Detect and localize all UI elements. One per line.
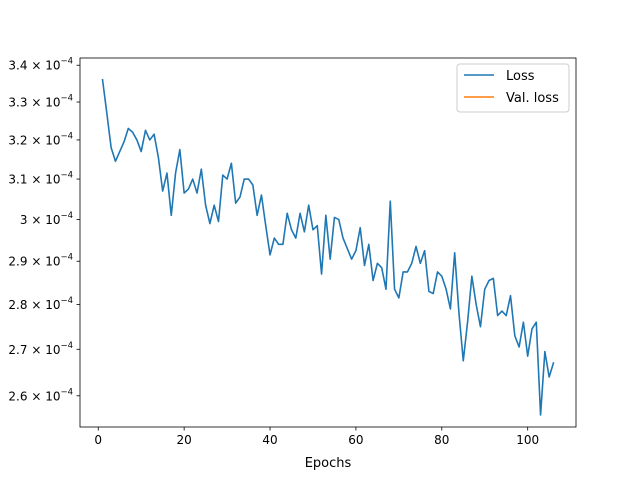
x-tick-label: 60 (348, 433, 363, 447)
legend: Loss Val. loss (456, 63, 570, 113)
y-tick-label: 3.3 × 10−4 (8, 94, 73, 110)
ticks-layer: 0 20 40 60 80 100 2.6 × 10−4 2.7 × 10−4 2.8 × 10… (8, 57, 539, 447)
legend-frame (456, 63, 570, 113)
x-tick-label: 40 (262, 433, 277, 447)
y-tick-label: 3 × 10−4 (20, 211, 73, 227)
y-tick-label: 2.7 × 10−4 (8, 341, 73, 357)
x-tick-label: 0 (94, 433, 102, 447)
axes-layer (79, 57, 577, 428)
y-tick-label: 3.2 × 10−4 (8, 131, 73, 147)
x-tick-label: 100 (516, 433, 539, 447)
plot-frame (79, 57, 577, 428)
legend-label-loss: Loss (506, 69, 535, 84)
x-tick-label: 80 (434, 433, 449, 447)
y-tick-label: 2.9 × 10−4 (8, 253, 73, 269)
series-line-loss (101, 78, 555, 416)
y-tick-label: 3.4 × 10−4 (8, 57, 73, 73)
series-layer (101, 78, 555, 416)
y-tick-label: 2.6 × 10−4 (8, 387, 73, 403)
x-tick-label: 20 (176, 433, 191, 447)
legend-label-val-loss: Val. loss (506, 91, 559, 106)
y-tick-label: 3.1 × 10−4 (8, 171, 73, 187)
y-tick-label: 2.8 × 10−4 (8, 296, 73, 312)
x-axis-label: Epochs (305, 456, 352, 471)
